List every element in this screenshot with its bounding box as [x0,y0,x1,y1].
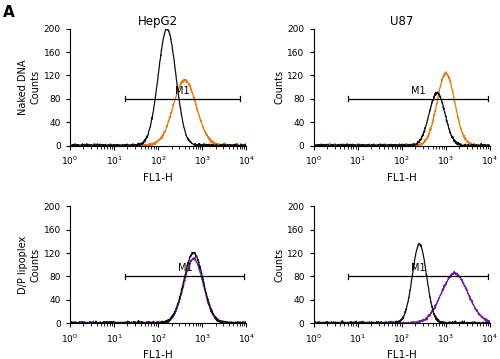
Y-axis label: Counts: Counts [274,248,284,282]
X-axis label: FL1-H: FL1-H [144,173,173,182]
X-axis label: FL1-H: FL1-H [387,173,416,182]
Text: M1: M1 [178,264,192,274]
X-axis label: FL1-H: FL1-H [144,350,173,359]
Text: A: A [2,5,14,20]
Text: M1: M1 [410,86,425,96]
Text: M1: M1 [410,264,425,274]
Y-axis label: Counts: Counts [274,70,284,104]
Title: U87: U87 [390,15,413,28]
Y-axis label: D/P lipoplex
Counts: D/P lipoplex Counts [18,236,41,294]
X-axis label: FL1-H: FL1-H [387,350,416,359]
Y-axis label: Naked DNA
Counts: Naked DNA Counts [18,59,41,115]
Text: M1: M1 [175,86,190,96]
Title: HepG2: HepG2 [138,15,178,28]
